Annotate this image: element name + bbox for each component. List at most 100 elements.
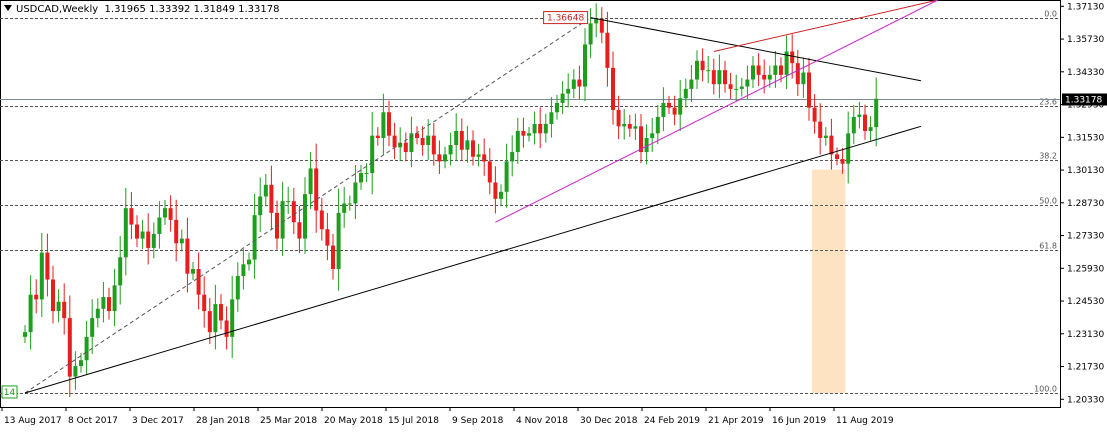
candle[interactable] xyxy=(319,197,324,241)
candle[interactable] xyxy=(263,173,268,207)
candle[interactable] xyxy=(252,194,257,279)
candle[interactable] xyxy=(633,113,638,141)
candle[interactable] xyxy=(359,164,363,190)
candle[interactable] xyxy=(129,191,134,240)
candle[interactable] xyxy=(280,181,285,257)
candle[interactable] xyxy=(297,205,302,254)
candle[interactable] xyxy=(571,69,576,99)
candle[interactable] xyxy=(683,78,688,108)
candle[interactable] xyxy=(415,126,419,145)
candle[interactable] xyxy=(611,51,615,125)
candle[interactable] xyxy=(616,95,621,140)
candle[interactable] xyxy=(325,212,330,261)
candle[interactable] xyxy=(723,60,727,93)
candle[interactable] xyxy=(823,127,828,146)
candle[interactable] xyxy=(459,118,464,162)
candle[interactable] xyxy=(168,195,173,232)
candle[interactable] xyxy=(583,28,587,102)
candle[interactable] xyxy=(751,56,755,88)
candle[interactable] xyxy=(846,111,851,184)
candle[interactable] xyxy=(555,94,559,120)
candle[interactable] xyxy=(661,87,666,132)
candle[interactable] xyxy=(135,215,139,248)
candle[interactable] xyxy=(392,122,397,160)
candle[interactable] xyxy=(286,186,291,215)
candle[interactable] xyxy=(62,283,67,335)
candle[interactable] xyxy=(118,236,123,305)
candle[interactable] xyxy=(146,213,151,265)
candle[interactable] xyxy=(756,53,761,87)
candle[interactable] xyxy=(454,113,459,162)
candle[interactable] xyxy=(303,177,307,254)
candle[interactable] xyxy=(605,11,610,87)
candle[interactable] xyxy=(851,104,856,145)
candle[interactable] xyxy=(381,93,386,155)
candle[interactable] xyxy=(67,295,72,397)
candle[interactable] xyxy=(403,132,408,162)
candle[interactable] xyxy=(336,188,341,291)
candle[interactable] xyxy=(695,50,699,90)
candle[interactable] xyxy=(375,127,380,146)
candle[interactable] xyxy=(174,199,179,262)
candle[interactable] xyxy=(353,165,358,220)
candle[interactable] xyxy=(644,124,649,165)
candle[interactable] xyxy=(779,57,783,83)
candle[interactable] xyxy=(90,299,95,354)
candle[interactable] xyxy=(157,201,162,249)
candle[interactable] xyxy=(370,112,375,195)
candle[interactable] xyxy=(650,117,655,152)
candle[interactable] xyxy=(219,294,223,330)
candle[interactable] xyxy=(812,94,817,134)
candle[interactable] xyxy=(504,143,509,208)
candle[interactable] xyxy=(196,252,201,310)
candle[interactable] xyxy=(230,275,235,359)
candle[interactable] xyxy=(527,126,531,142)
candle[interactable] xyxy=(829,118,834,170)
candle[interactable] xyxy=(39,232,44,318)
candle[interactable] xyxy=(347,195,352,211)
candle[interactable] xyxy=(28,275,33,350)
candle[interactable] xyxy=(543,113,548,143)
candle[interactable] xyxy=(331,233,335,280)
candle[interactable] xyxy=(667,95,671,114)
candle[interactable] xyxy=(532,111,537,145)
candle[interactable] xyxy=(594,3,599,38)
candle[interactable] xyxy=(269,165,274,231)
candle[interactable] xyxy=(448,132,453,166)
candle[interactable] xyxy=(549,97,554,138)
candle[interactable] xyxy=(874,77,879,147)
candle[interactable] xyxy=(538,107,543,149)
candle[interactable] xyxy=(314,143,319,233)
candle[interactable] xyxy=(639,114,643,164)
candle[interactable] xyxy=(706,55,711,84)
candle[interactable] xyxy=(202,276,207,328)
candle[interactable] xyxy=(510,135,515,177)
candle[interactable] xyxy=(191,261,195,280)
candle[interactable] xyxy=(342,186,347,228)
candle[interactable] xyxy=(807,57,811,121)
candle[interactable] xyxy=(151,222,156,259)
candle[interactable] xyxy=(241,249,246,290)
candle[interactable] xyxy=(521,117,526,148)
candle[interactable] xyxy=(728,72,733,99)
candle[interactable] xyxy=(431,123,436,166)
candle[interactable] xyxy=(364,163,369,183)
candle[interactable] xyxy=(258,177,263,233)
candle[interactable] xyxy=(471,130,475,166)
candle[interactable] xyxy=(622,109,627,140)
candle[interactable] xyxy=(79,352,83,373)
candle[interactable] xyxy=(672,95,677,126)
candle[interactable] xyxy=(45,233,50,297)
candle[interactable] xyxy=(465,125,470,163)
candle[interactable] xyxy=(739,78,744,97)
candle[interactable] xyxy=(818,103,823,155)
candle[interactable] xyxy=(700,48,705,82)
candle[interactable] xyxy=(443,146,447,169)
candle[interactable] xyxy=(840,147,845,174)
candle[interactable] xyxy=(476,143,481,167)
candle[interactable] xyxy=(107,287,111,320)
candle[interactable] xyxy=(235,262,240,312)
candle[interactable] xyxy=(745,65,750,100)
candle[interactable] xyxy=(711,58,716,95)
